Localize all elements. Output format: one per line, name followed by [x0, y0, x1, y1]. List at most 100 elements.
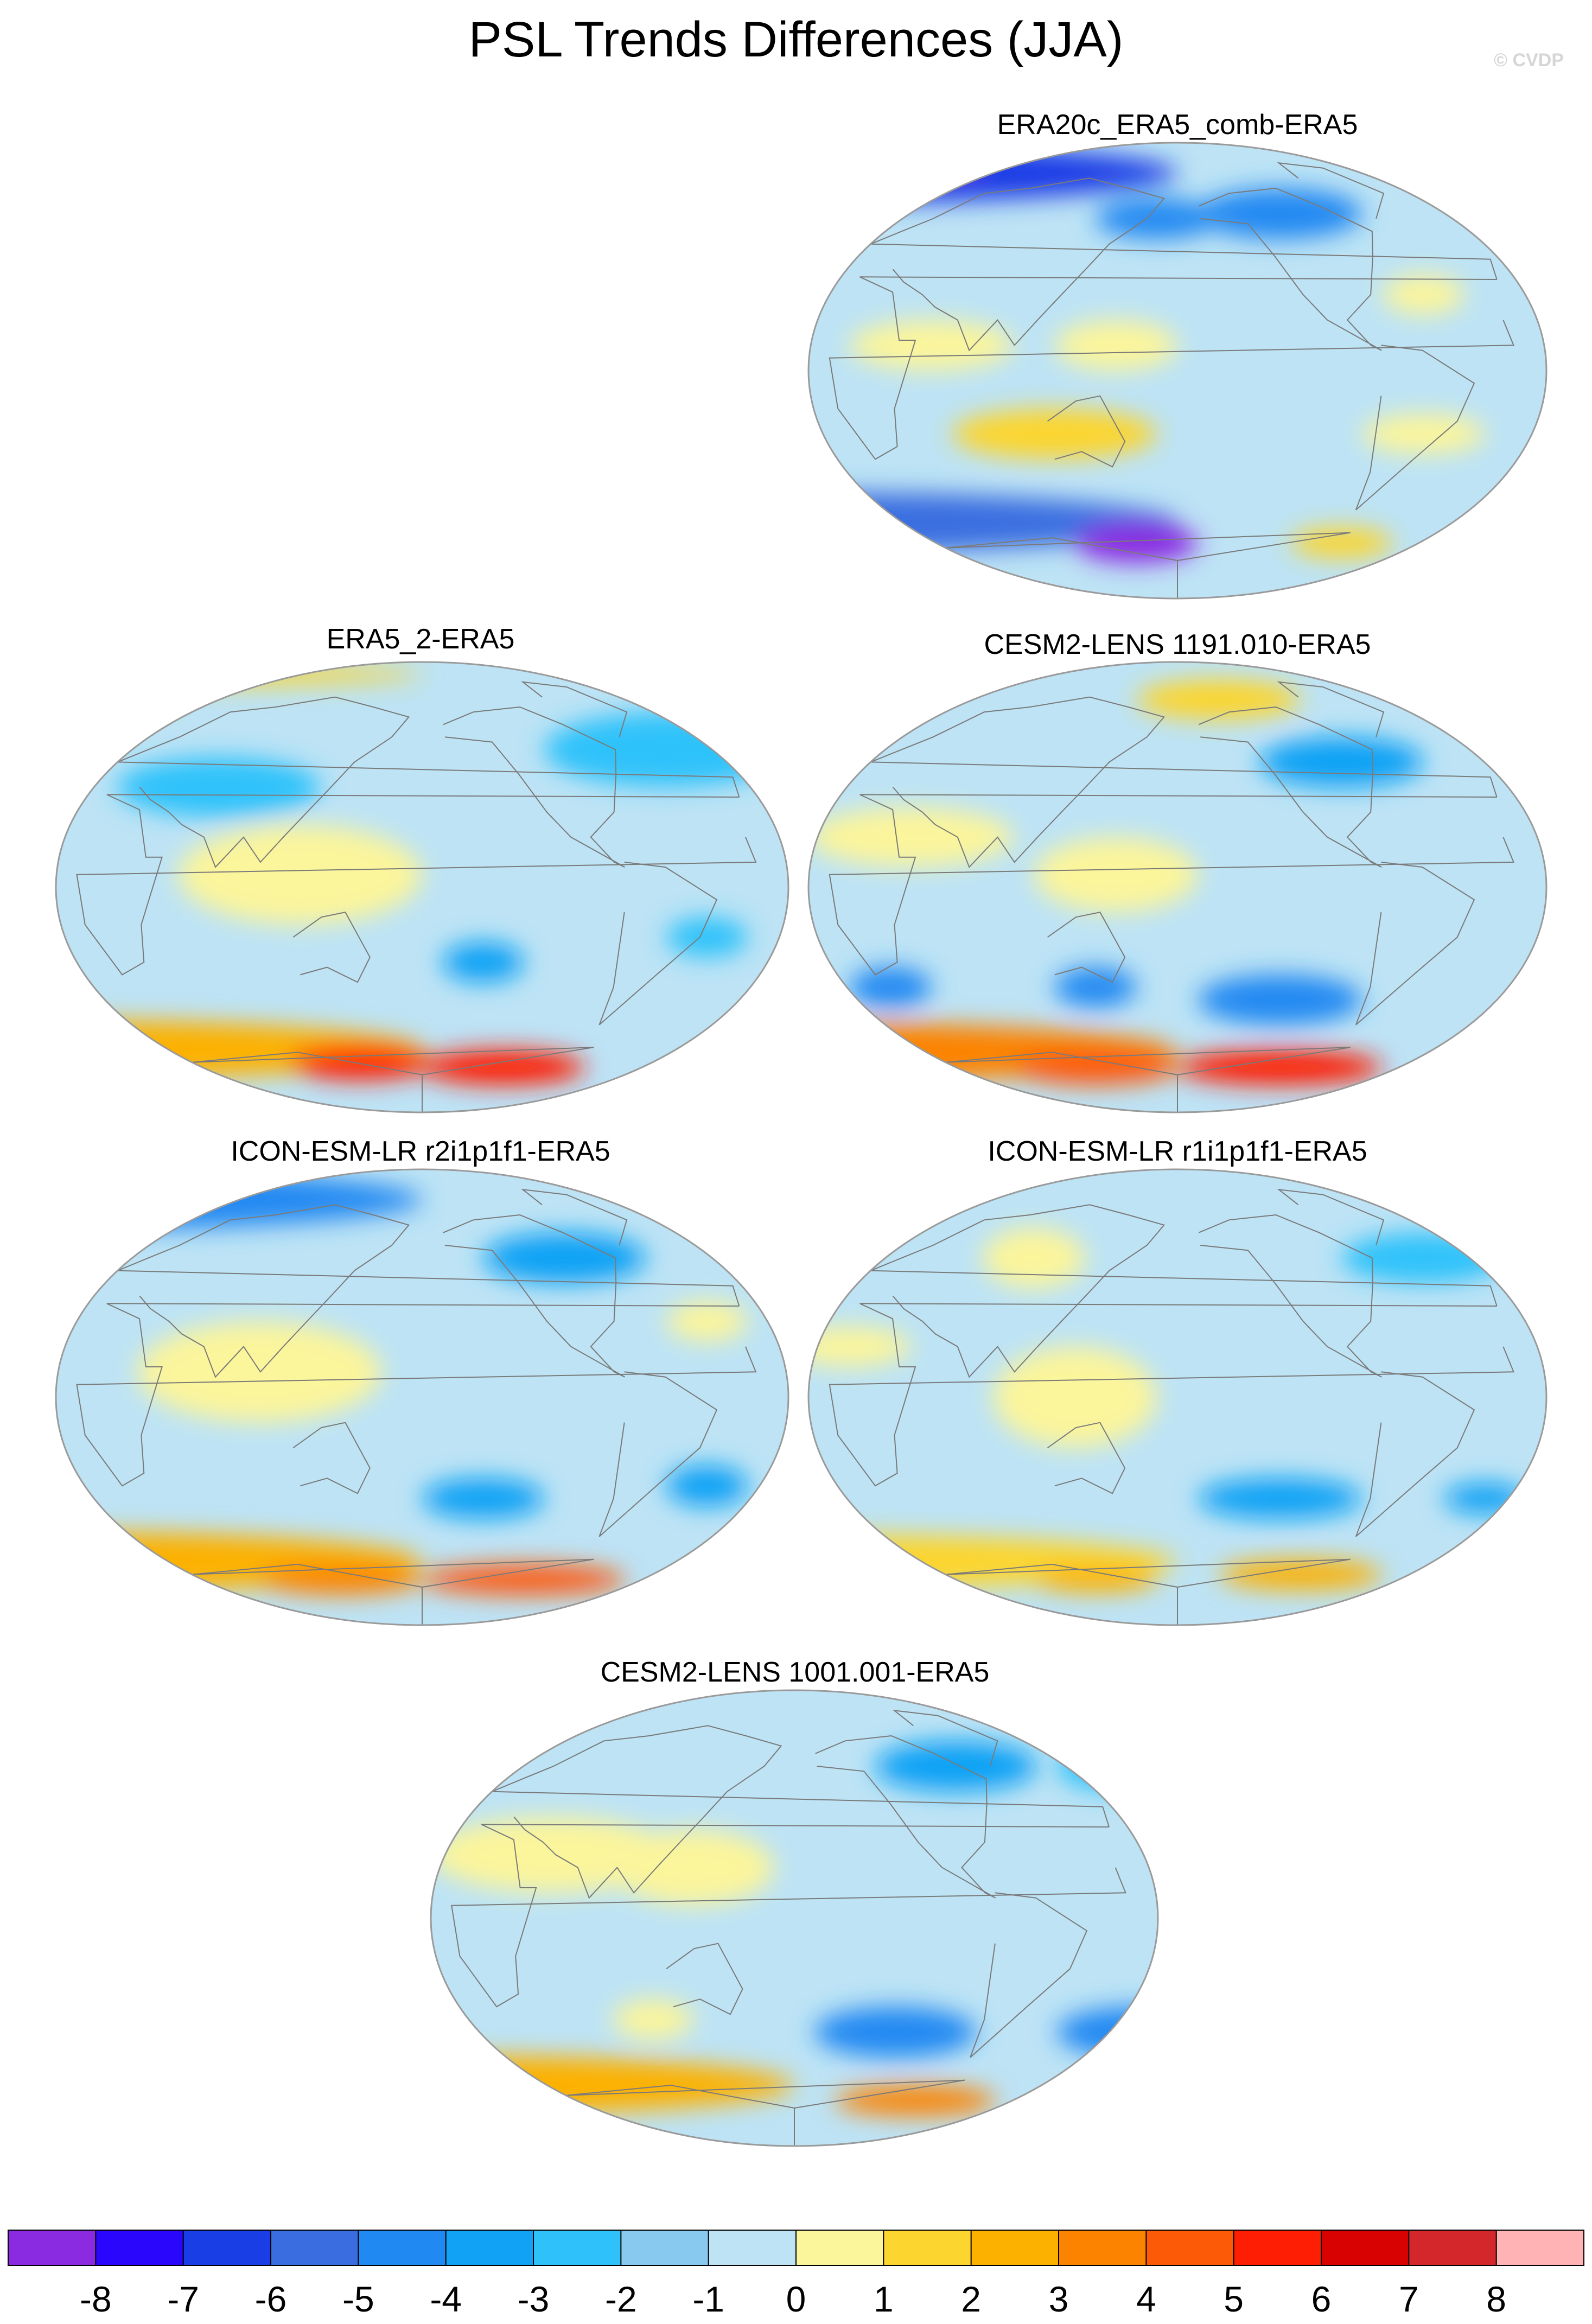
- trend-anomaly: [56, 1020, 422, 1080]
- map-border: [55, 1168, 789, 1626]
- trend-anomaly: [178, 824, 422, 925]
- coastlines: [451, 1709, 1126, 2146]
- trend-field: [808, 1227, 1526, 1593]
- coastline: [892, 1709, 998, 1767]
- panel-title-icon-r1: ICON-ESM-LR r1i1p1f1-ERA5: [988, 1136, 1367, 1167]
- trend-anomaly: [1136, 679, 1301, 720]
- colorbar-tick-label: 2: [961, 2279, 981, 2319]
- coastline: [492, 1725, 1110, 1899]
- coastline: [117, 1204, 740, 1378]
- trend-anomaly: [1382, 274, 1464, 315]
- trend-anomaly: [1056, 2007, 1158, 2058]
- coastline: [1355, 345, 1475, 511]
- trend-anomaly: [808, 1022, 1177, 1083]
- colorbar-tick-label: 0: [786, 2279, 806, 2319]
- map-border: [807, 1168, 1548, 1626]
- coastline: [1277, 1188, 1385, 1246]
- trend-anomaly: [1177, 1049, 1383, 1085]
- trend-anomaly: [814, 2007, 976, 2058]
- trend-anomaly: [1259, 737, 1424, 787]
- colorbar-bin: [271, 2230, 359, 2265]
- map-background: [808, 1169, 1546, 1625]
- colorbar-tick-label: 3: [1049, 2279, 1069, 2319]
- coastline: [970, 1892, 1088, 2058]
- coastline: [521, 681, 628, 737]
- coastline: [1047, 1422, 1126, 1494]
- trend-anomaly: [1034, 1567, 1157, 1593]
- colorbar-tick-label: -6: [255, 2279, 287, 2319]
- coastline: [443, 706, 625, 868]
- coastline: [870, 1204, 1498, 1378]
- coastline: [443, 1214, 625, 1378]
- trend-anomaly: [1341, 1232, 1506, 1283]
- colorbar-tick-label: 7: [1399, 2279, 1419, 2319]
- colorbar-bin: [358, 2230, 447, 2265]
- map-border: [807, 661, 1548, 1113]
- coastline: [598, 1371, 718, 1537]
- coastline: [829, 276, 1514, 460]
- trend-anomaly: [431, 2055, 794, 2116]
- map-background: [431, 1690, 1158, 2146]
- copyright-label: © CVDP: [1494, 50, 1564, 71]
- map-cesm2_1001: [430, 1689, 1159, 2147]
- colorbar-tick-label: -8: [80, 2279, 112, 2319]
- colorbar-tick-label: -7: [167, 2279, 199, 2319]
- coastline: [829, 1303, 1514, 1487]
- trend-anomaly: [808, 145, 983, 176]
- trend-anomaly: [259, 1564, 422, 1595]
- trend-anomaly: [1290, 527, 1393, 558]
- trend-anomaly: [1054, 967, 1137, 1008]
- coastline: [1355, 1371, 1475, 1537]
- trend-anomaly: [666, 917, 748, 958]
- colorbar-tick-label: -4: [430, 2279, 462, 2319]
- trend-anomaly: [1198, 1478, 1362, 1519]
- trend-anomaly: [666, 1301, 748, 1342]
- coastline: [1355, 861, 1475, 1026]
- coastlines: [76, 1188, 757, 1625]
- coastlines: [829, 681, 1514, 1112]
- coastline: [1047, 911, 1126, 983]
- coastlines: [829, 1188, 1514, 1625]
- map-era5_2: [55, 661, 789, 1113]
- colorbar-bin: [95, 2230, 184, 2265]
- coastline: [451, 1824, 1126, 2008]
- map-icon_r1: [807, 1168, 1548, 1626]
- trend-anomaly: [56, 1531, 422, 1593]
- page-title: PSL Trends Differences (JJA): [468, 12, 1124, 67]
- coastline: [1047, 395, 1126, 468]
- trend-anomaly: [613, 1829, 774, 1906]
- colorbar-bin: [971, 2230, 1059, 2265]
- coastline: [76, 794, 757, 976]
- colorbar-tick-label: -1: [692, 2279, 724, 2319]
- coastline: [945, 532, 1351, 598]
- coastline: [1198, 1214, 1382, 1378]
- trend-anomaly: [808, 143, 1177, 203]
- trend-anomaly: [290, 1045, 432, 1080]
- trend-field: [808, 679, 1424, 1085]
- trend-anomaly: [1034, 837, 1198, 913]
- trend-anomaly: [1054, 320, 1177, 371]
- colorbar-bin: [445, 2230, 534, 2265]
- colorbar-tick-label: 6: [1311, 2279, 1332, 2319]
- trend-anomaly: [56, 1179, 178, 1210]
- coastlines: [76, 681, 757, 1112]
- trend-anomaly: [835, 2085, 997, 2116]
- trend-anomaly: [808, 1326, 911, 1367]
- trend-anomaly: [442, 942, 524, 983]
- trend-anomaly: [993, 1346, 1157, 1448]
- colorbar-tick-label: -2: [605, 2279, 637, 2319]
- colorbar-tick-label: -3: [518, 2279, 550, 2319]
- coastline: [870, 177, 1498, 352]
- trend-anomaly: [952, 409, 1157, 460]
- trend-anomaly: [1362, 413, 1485, 455]
- coastline: [76, 1303, 757, 1487]
- colorbar-bin: [8, 2230, 96, 2265]
- panel-title-icon-r2: ICON-ESM-LR r2i1p1f1-ERA5: [231, 1136, 610, 1167]
- colorbar-tick-label: 1: [874, 2279, 894, 2319]
- trend-anomaly: [56, 672, 178, 712]
- trend-anomaly: [1444, 1483, 1526, 1514]
- colorbar-bin: [1146, 2230, 1234, 2265]
- trend-anomaly: [849, 320, 1014, 371]
- trend-anomaly: [422, 1564, 626, 1595]
- trend-anomaly: [1056, 1741, 1158, 1792]
